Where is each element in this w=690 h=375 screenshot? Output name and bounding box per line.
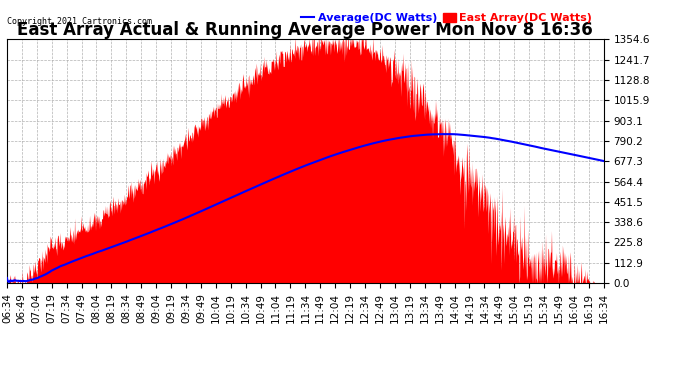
Legend: Average(DC Watts), East Array(DC Watts): Average(DC Watts), East Array(DC Watts)	[301, 13, 592, 23]
Title: East Array Actual & Running Average Power Mon Nov 8 16:36: East Array Actual & Running Average Powe…	[17, 21, 593, 39]
Text: Copyright 2021 Cartronics.com: Copyright 2021 Cartronics.com	[7, 17, 152, 26]
